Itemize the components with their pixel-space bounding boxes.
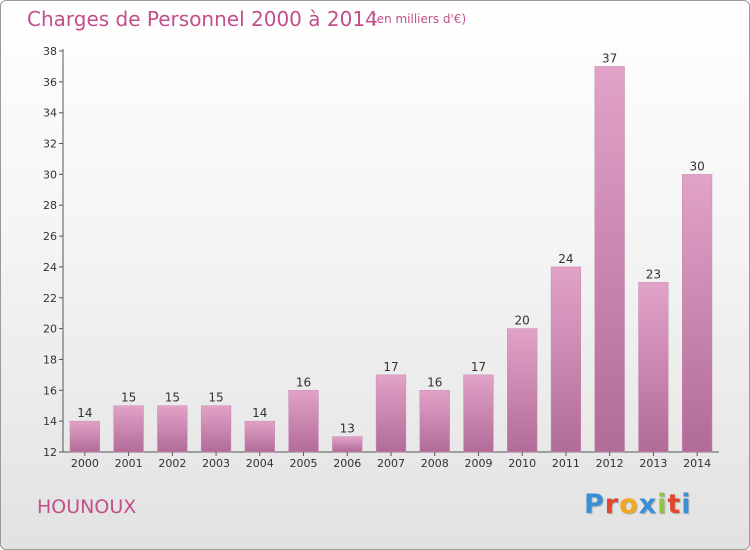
y-tick-label: 22 <box>43 292 57 305</box>
data-label-2011: 24 <box>558 252 573 266</box>
y-tick-label: 24 <box>43 261 57 274</box>
bar-2000 <box>69 420 100 453</box>
x-tick-label-2005: 2005 <box>290 457 318 470</box>
x-tick-label-2013: 2013 <box>639 457 667 470</box>
x-tick-label-2014: 2014 <box>683 457 711 470</box>
x-tick-label-2009: 2009 <box>464 457 492 470</box>
data-label-2006: 13 <box>340 422 355 436</box>
y-axis: 12 14 16 18 20 22 24 26 28 30 32 34 36 38 <box>43 45 64 459</box>
data-label-2002: 15 <box>165 391 180 405</box>
bar-2003 <box>200 405 232 453</box>
data-label-2008: 16 <box>427 375 442 389</box>
y-tick-label: 34 <box>43 107 57 120</box>
bar-2009 <box>463 374 494 453</box>
x-tick-label-2000: 2000 <box>71 457 99 470</box>
y-tick-label: 32 <box>43 138 57 151</box>
x-tick-label-2006: 2006 <box>333 457 361 470</box>
y-tick-label: 30 <box>43 168 57 181</box>
chart-subtitle: (en milliers d'€) <box>372 12 467 26</box>
bar-2001 <box>113 405 144 453</box>
x-tick-label-2007: 2007 <box>377 457 405 470</box>
data-labels: 14 15 15 15 14 16 13 17 16 17 20 24 37 23 30 <box>77 51 705 435</box>
data-label-2010: 20 <box>515 314 530 328</box>
y-tick-label: 28 <box>43 199 57 212</box>
y-tick-label: 18 <box>43 353 57 366</box>
bar-2013 <box>638 282 669 453</box>
data-label-2012: 37 <box>602 51 617 65</box>
x-axis: 2000 2001 2002 2003 2004 2005 2006 2007 2008 2009… <box>63 451 719 470</box>
x-tick-label-2011: 2011 <box>552 457 580 470</box>
logo-letter: i <box>681 489 692 520</box>
bar-2002 <box>157 405 188 453</box>
bar-2005 <box>288 390 319 453</box>
y-tick-label: 14 <box>43 415 57 428</box>
logo-letter: o <box>619 489 639 520</box>
x-tick-label-2003: 2003 <box>202 457 230 470</box>
bar-2014 <box>682 174 713 453</box>
bar-2011 <box>550 266 582 453</box>
x-tick-label-2008: 2008 <box>421 457 449 470</box>
bar-2007 <box>375 374 407 453</box>
commune-name: HOUNOUX <box>37 496 137 518</box>
y-tick-label: 38 <box>43 45 57 58</box>
chart-title: Charges de Personnel 2000 à 2014 <box>27 7 378 31</box>
bar-2004 <box>244 420 275 453</box>
bar-2012 <box>594 66 625 453</box>
data-label-2005: 16 <box>296 375 311 389</box>
logo-letter: t <box>667 489 682 520</box>
y-tick-label: 16 <box>43 384 57 397</box>
x-tick-label-2010: 2010 <box>508 457 536 470</box>
bar-2008 <box>419 390 450 453</box>
bars <box>69 66 713 453</box>
data-label-2007: 17 <box>383 360 398 374</box>
data-label-2001: 15 <box>121 391 136 405</box>
y-tick-label: 36 <box>43 76 57 89</box>
data-label-2004: 14 <box>252 406 267 420</box>
y-tick-label: 20 <box>43 323 57 336</box>
data-label-2003: 15 <box>208 391 223 405</box>
data-label-2014: 30 <box>689 159 704 173</box>
x-tick-label-2004: 2004 <box>246 457 274 470</box>
x-tick-label-2012: 2012 <box>596 457 624 470</box>
proxiti-logo: Proxiti <box>584 489 692 520</box>
logo-letter: x <box>638 489 658 520</box>
data-label-2009: 17 <box>471 360 486 374</box>
logo-letter: i <box>657 489 668 520</box>
x-tick-label-2001: 2001 <box>115 457 143 470</box>
data-label-2013: 23 <box>646 267 661 281</box>
logo-letter: r <box>604 489 620 520</box>
y-tick-label: 12 <box>43 446 57 459</box>
y-tick-label: 26 <box>43 230 57 243</box>
x-tick-label-2002: 2002 <box>158 457 186 470</box>
logo-letter: P <box>584 489 605 520</box>
bar-2006 <box>332 436 363 453</box>
data-label-2000: 14 <box>77 406 92 420</box>
bar-2010 <box>507 328 538 453</box>
